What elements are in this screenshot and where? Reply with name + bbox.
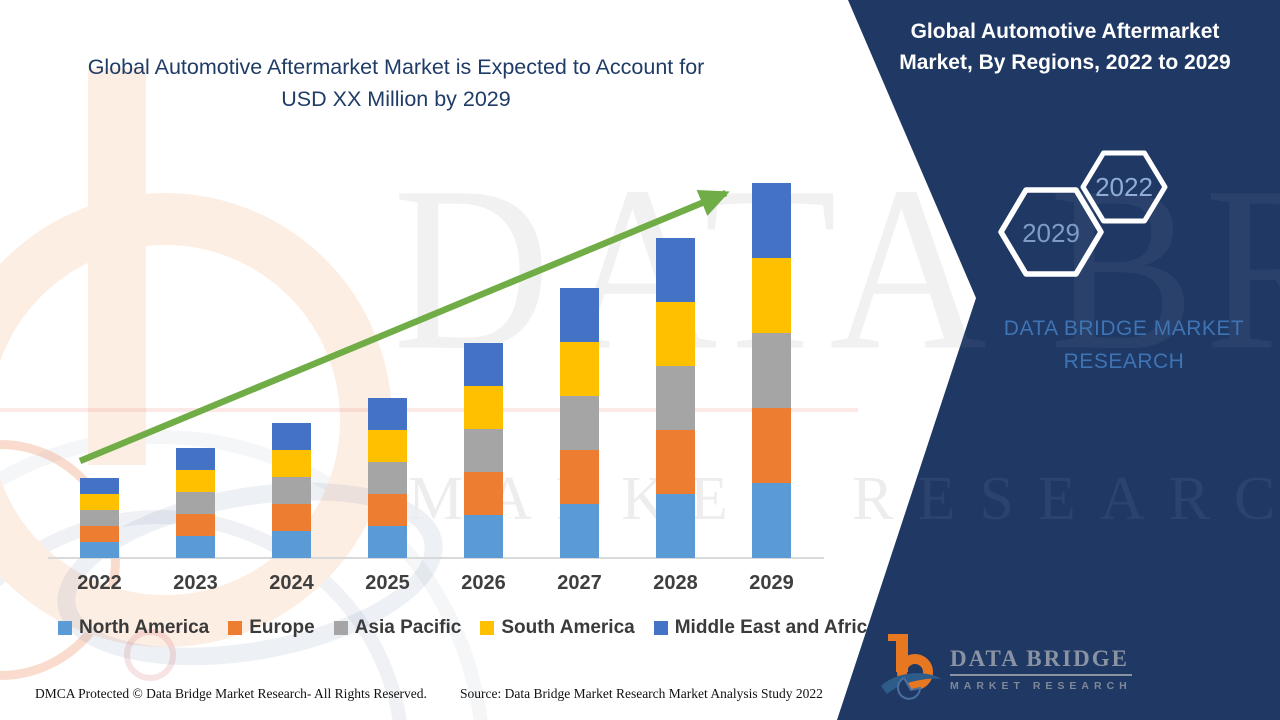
dbmr-logo-text: DATA BRIDGE MARKET RESEARCH — [950, 646, 1132, 692]
hexagon-2022-shape — [1080, 150, 1168, 224]
x-axis-label-2022: 2022 — [77, 572, 122, 594]
dmca-notice: DMCA Protected © Data Bridge Market Rese… — [35, 686, 427, 701]
panel-title-line2: Market, By Regions, 2022 to 2029 — [899, 51, 1231, 74]
bar-segment-2027-middle-east-and-africa — [560, 288, 599, 342]
legend-swatch — [58, 621, 72, 635]
bar-segment-2029-south-america — [752, 258, 791, 333]
bar-segment-2029-asia-pacific — [752, 333, 791, 408]
legend-label: Europe — [249, 617, 315, 638]
legend-swatch — [480, 621, 495, 635]
bar-segment-2027-north-america — [560, 504, 599, 558]
brand-line2: RESEARCH — [1063, 350, 1185, 373]
bar-segment-2024-europe — [272, 504, 311, 531]
bar-segment-2024-north-america — [272, 531, 311, 558]
chart-legend: North America Europe Asia Pacific South Ame… — [58, 617, 878, 639]
bar-segment-2026-south-america — [464, 386, 503, 429]
bar-segment-2025-middle-east-and-africa — [368, 398, 407, 430]
legend-label: South America — [501, 617, 635, 638]
page-title: Global Automotive Aftermarket Market is … — [20, 52, 772, 115]
dbmr-logo-mark — [881, 634, 942, 700]
brand-name: DATA BRIDGE MARKET RESEARCH — [924, 312, 1280, 378]
x-axis-label-2027: 2027 — [557, 572, 602, 594]
bar-segment-2027-europe — [560, 450, 599, 504]
bar-segment-2023-middle-east-and-africa — [176, 448, 215, 470]
bar-segment-2028-europe — [656, 430, 695, 494]
x-axis-label-2023: 2023 — [173, 572, 218, 594]
bar-segment-2026-europe — [464, 472, 503, 515]
bar-segment-2025-europe — [368, 494, 407, 526]
legend-item-europe: Europe — [228, 617, 315, 639]
x-axis-label-2025: 2025 — [365, 572, 410, 594]
x-axis-label-2026: 2026 — [461, 572, 506, 594]
page-title-line1: Global Automotive Aftermarket Market is … — [87, 55, 705, 79]
panel-title: Global Automotive Aftermarket Market, By… — [860, 16, 1270, 78]
bar-segment-2022-europe — [80, 526, 119, 542]
bar-segment-2025-south-america — [368, 430, 407, 462]
bar-segment-2022-south-america — [80, 494, 119, 510]
source-note: Source: Data Bridge Market Research Mark… — [460, 686, 823, 701]
legend-label: North America — [79, 617, 210, 638]
bar-segment-2024-asia-pacific — [272, 477, 311, 504]
legend-item-north-america: North America — [58, 617, 209, 639]
bar-segment-2025-asia-pacific — [368, 462, 407, 494]
page-title-line2: USD XX Million by 2029 — [281, 86, 511, 111]
panel-title-line1: Global Automotive Aftermarket — [910, 20, 1220, 43]
bar-segment-2022-north-america — [80, 542, 119, 558]
legend-swatch — [228, 621, 243, 635]
legend-swatch — [653, 621, 668, 635]
bar-segment-2022-middle-east-and-africa — [80, 478, 119, 494]
hexagon-2022-label: 2022 — [1095, 172, 1153, 202]
hexagon-2029-label: 2029 — [1022, 218, 1080, 248]
dbmr-logo: DATA BRIDGE MARKET RESEARCH — [880, 634, 1132, 704]
x-axis-label-2024: 2024 — [269, 572, 314, 594]
x-axis-line — [48, 557, 824, 559]
bar-segment-2027-south-america — [560, 342, 599, 396]
dbmr-logo-line1: DATA BRIDGE — [950, 646, 1132, 676]
bar-segment-2024-middle-east-and-africa — [272, 423, 311, 450]
bar-segment-2024-south-america — [272, 450, 311, 477]
legend-item-asia-pacific: Asia Pacific — [333, 617, 462, 639]
bar-segment-2026-asia-pacific — [464, 429, 503, 472]
bar-segment-2022-asia-pacific — [80, 510, 119, 526]
x-axis-label-2028: 2028 — [653, 572, 698, 594]
legend-label: Middle East and Africa — [674, 617, 878, 638]
brand-line1: DATA BRIDGE MARKET — [1003, 317, 1245, 340]
bar-segment-2023-south-america — [176, 470, 215, 492]
x-axis-label-2029: 2029 — [749, 572, 794, 594]
bar-segment-2028-asia-pacific — [656, 366, 695, 430]
bar-segment-2028-north-america — [656, 494, 695, 558]
bar-segment-2023-north-america — [176, 536, 215, 558]
bar-segment-2026-north-america — [464, 515, 503, 558]
legend-swatch — [333, 621, 348, 635]
legend-item-middle-east-and-africa: Middle East and Africa — [653, 617, 878, 639]
bar-segment-2029-north-america — [752, 483, 791, 558]
hexagon-2029-shape — [998, 187, 1104, 277]
bar-segment-2028-south-america — [656, 302, 695, 366]
bar-segment-2026-middle-east-and-africa — [464, 343, 503, 386]
legend-label: Asia Pacific — [354, 617, 462, 638]
bar-segment-2029-europe — [752, 408, 791, 483]
bar-segment-2027-asia-pacific — [560, 396, 599, 450]
legend-item-south-america: South America — [480, 617, 635, 639]
bar-segment-2029-middle-east-and-africa — [752, 183, 791, 258]
dbmr-logo-line2: MARKET RESEARCH — [950, 680, 1132, 692]
year-hexagons: 2022 2029 — [998, 150, 1168, 277]
bar-segment-2028-middle-east-and-africa — [656, 238, 695, 302]
bar-segment-2023-asia-pacific — [176, 492, 215, 514]
bar-segment-2023-europe — [176, 514, 215, 536]
bar-segment-2025-north-america — [368, 526, 407, 558]
